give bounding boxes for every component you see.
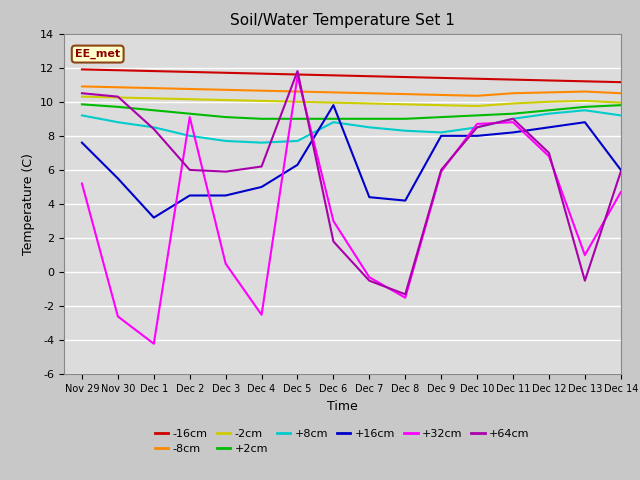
- Text: EE_met: EE_met: [75, 49, 120, 59]
- X-axis label: Time: Time: [327, 400, 358, 413]
- Legend: -16cm, -8cm, -2cm, +2cm, +8cm, +16cm, +32cm, +64cm: -16cm, -8cm, -2cm, +2cm, +8cm, +16cm, +3…: [150, 424, 534, 459]
- Title: Soil/Water Temperature Set 1: Soil/Water Temperature Set 1: [230, 13, 455, 28]
- Y-axis label: Temperature (C): Temperature (C): [22, 153, 35, 255]
